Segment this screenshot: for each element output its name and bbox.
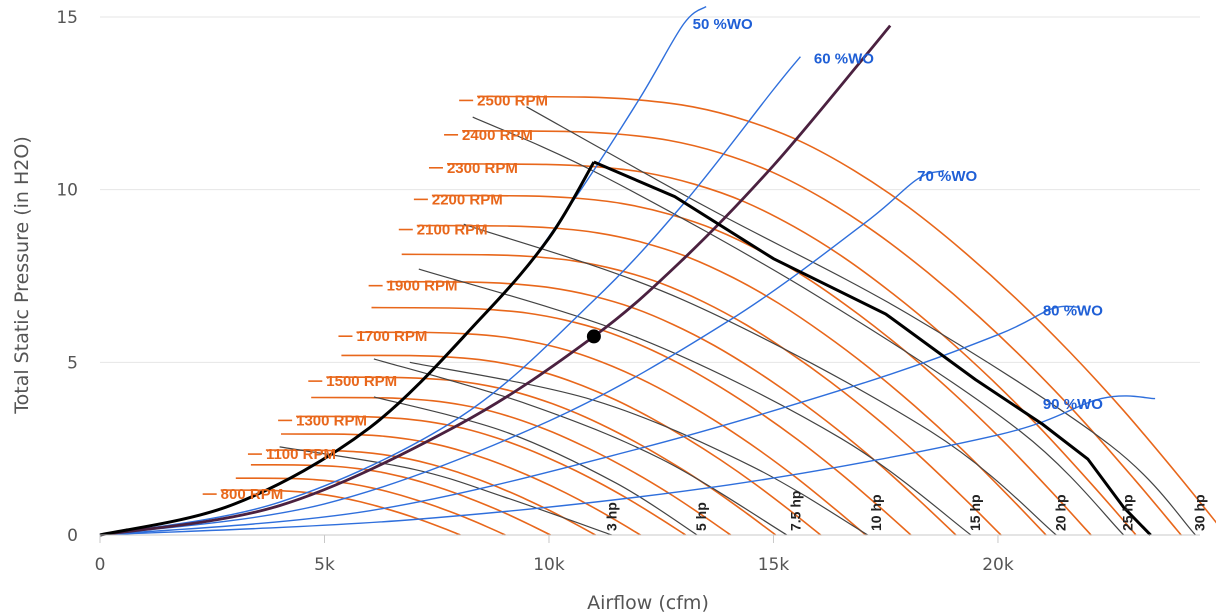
rpm-curve-2400 xyxy=(462,130,1182,536)
hp-curve xyxy=(463,223,1057,536)
fan-envelope-curve-right xyxy=(593,160,1152,537)
hp-curve xyxy=(526,106,1196,536)
rpm-curve-1100 xyxy=(265,449,597,536)
rpm-curve-1500 xyxy=(326,376,777,536)
y-tick-label: 0 xyxy=(67,526,78,546)
wo-label: 80 %WO xyxy=(1043,303,1103,320)
rpm-curve-800 xyxy=(220,489,462,536)
wo-label: 70 %WO xyxy=(917,168,977,185)
rpm-curve-2200 xyxy=(431,194,1092,536)
rpm-curve-2300 xyxy=(446,163,1137,536)
rpm-curve-1600 xyxy=(341,354,822,536)
operating-point-marker xyxy=(586,329,601,344)
rpm-label-1900: 1900 RPM xyxy=(387,278,458,295)
x-tick-label: 5k xyxy=(314,555,335,575)
rpm-label-2100: 2100 RPM xyxy=(417,222,488,239)
rpm-curve-1800 xyxy=(371,306,912,536)
rpm-curve-1000 xyxy=(250,464,552,536)
rpm-label-800: 800 RPM xyxy=(221,486,284,503)
envelope-curve-layer xyxy=(99,160,1152,537)
grid-lines xyxy=(100,16,1200,363)
fan-envelope-curve xyxy=(99,161,596,537)
rpm-label-2400: 2400 RPM xyxy=(462,127,533,144)
hp-curve xyxy=(418,268,972,536)
rpm-curve-1400 xyxy=(311,396,732,536)
rpm-curve-1700 xyxy=(356,331,867,536)
rpm-label-1500: 1500 RPM xyxy=(326,373,397,390)
hp-curve xyxy=(409,361,869,536)
wo-curve xyxy=(99,170,945,536)
hp-label: 5 hp xyxy=(693,502,709,531)
rpm-label-1300: 1300 RPM xyxy=(296,412,367,429)
wo-curves xyxy=(99,6,1156,536)
wo-label: 50 %WO xyxy=(693,16,753,33)
hp-curves xyxy=(279,106,1196,536)
wo-curve xyxy=(99,395,1156,536)
wo-label: 90 %WO xyxy=(1043,396,1103,413)
x-tick-label: 0 xyxy=(95,555,106,575)
x-tick-label: 20k xyxy=(982,555,1014,575)
hp-label: 15 hp xyxy=(967,494,983,531)
x-axis-title: Airflow (cfm) xyxy=(587,592,709,614)
x-tick-label: 10k xyxy=(533,555,565,575)
rpm-curve-1300 xyxy=(296,415,687,536)
wo-curve xyxy=(99,305,1079,536)
rpm-label-2500: 2500 RPM xyxy=(477,92,548,109)
hp-label: 20 hp xyxy=(1052,494,1068,531)
hp-label: 25 hp xyxy=(1120,494,1136,531)
hp-curve xyxy=(373,396,698,536)
y-tick-label: 15 xyxy=(56,8,78,28)
y-tick-label: 10 xyxy=(56,181,78,201)
hp-curve xyxy=(373,358,788,536)
rpm-label-1700: 1700 RPM xyxy=(356,328,427,345)
y-axis-title: Total Static Pressure (in H2O) xyxy=(11,136,33,414)
rpm-label-2200: 2200 RPM xyxy=(432,191,503,208)
rpm-curve-2500 xyxy=(477,95,1216,524)
wo-curve xyxy=(99,56,801,536)
wo-label: 60 %WO xyxy=(814,50,874,67)
rpm-label-1100: 1100 RPM xyxy=(266,446,336,463)
axes: 0 5 10 15 0 5k 10k 15k 20k xyxy=(56,8,1200,575)
rpm-curve-1200 xyxy=(280,433,642,536)
hp-label: 10 hp xyxy=(868,494,884,531)
rpm-label-2300: 2300 RPM xyxy=(447,160,518,177)
hp-label: 7.5 hp xyxy=(787,491,803,531)
hp-label: 3 hp xyxy=(603,502,619,531)
x-tick-label: 15k xyxy=(758,555,790,575)
y-tick-label: 5 xyxy=(67,353,78,373)
wo-curve xyxy=(99,6,707,536)
rpm-curve-900 xyxy=(235,477,507,536)
curve-labels: 800 RPM 1100 RPM 1300 RPM 1500 RPM 1700 RPM 1… xyxy=(202,16,1208,531)
hp-label: 30 hp xyxy=(1192,494,1208,531)
hp-curve xyxy=(472,116,1125,536)
hp-curve xyxy=(279,446,612,536)
